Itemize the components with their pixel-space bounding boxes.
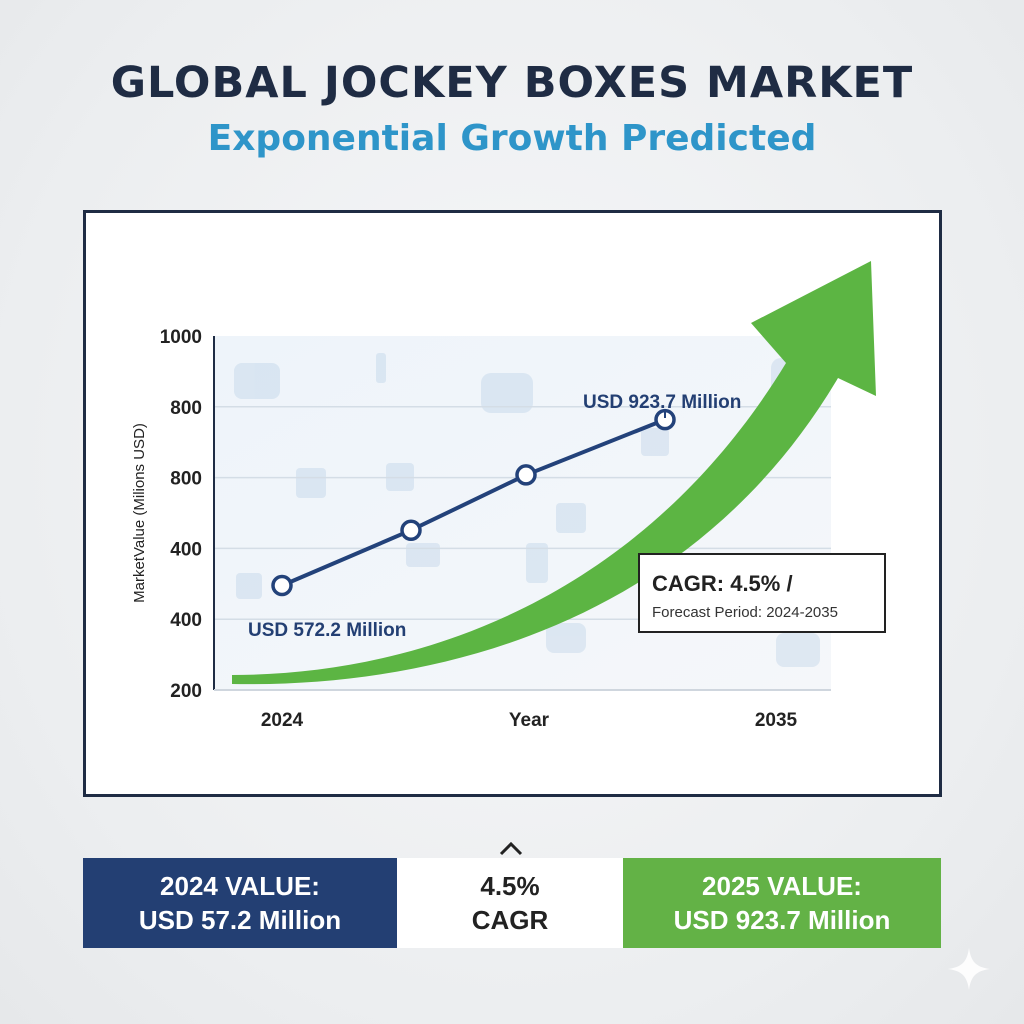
stat-2024-label: 2024 VALUE:	[160, 871, 320, 901]
x-tick-label: 2024	[261, 710, 304, 731]
end-value-label: USD 923.7 Million	[583, 392, 741, 413]
data-point	[271, 574, 293, 597]
chart-frame: 1000 800 800 400 400 200 2024 Year 2035 MarketV…	[83, 210, 942, 797]
series-line	[271, 408, 676, 597]
stat-cagr-label: CAGR	[471, 905, 549, 935]
y-tick-labels: 1000 800 800 400 400 200	[160, 327, 202, 702]
stat-cagr: 4.5% CAGR	[397, 858, 623, 948]
cagr-subtitle: Forecast Period: 2024-2035	[652, 604, 838, 621]
x-tick-labels: 2024 Year 2035	[261, 710, 798, 731]
sparkle-icon	[948, 948, 990, 990]
x-axis-title: Year	[509, 710, 550, 731]
y-tick-label: 400	[170, 610, 202, 631]
stat-2025-label: 2025 VALUE:	[702, 871, 862, 901]
cagr-box	[638, 553, 886, 633]
cagr-title: CAGR: 4.5% /	[652, 571, 793, 596]
y-tick-label: 400	[170, 539, 202, 560]
stat-2025-amount: USD 923.7 Million	[673, 905, 891, 935]
stat-2024-amount: USD 57.2 Million	[138, 905, 342, 935]
stat-2024-value: 2024 VALUE: USD 57.2 Million	[83, 858, 397, 948]
line-chart: 1000 800 800 400 400 200 2024 Year 2035 MarketV…	[131, 261, 886, 731]
y-tick-label: 1000	[160, 327, 202, 348]
chevron-up-icon	[499, 841, 523, 856]
series-path	[281, 417, 666, 588]
data-point	[654, 408, 676, 431]
start-value-label: USD 572.2 Million	[248, 620, 406, 641]
y-tick-label: 800	[170, 469, 202, 490]
growth-arrow	[232, 261, 876, 685]
y-tick-label: 800	[170, 398, 202, 419]
data-point	[400, 519, 422, 541]
summary-stats-bar: 2024 VALUE: USD 57.2 Million 4.5% CAGR 2…	[83, 858, 941, 948]
chart-subtitle: Exponential Growth Predicted	[207, 118, 817, 159]
stat-cagr-value: 4.5%	[480, 871, 540, 901]
chart-title: GLOBAL JOCKEY BOXES MARKET	[110, 58, 914, 108]
y-axis-title: MarketValue (Milions USD)	[131, 423, 148, 603]
stat-2025-value: 2025 VALUE: USD 923.7 Million	[623, 858, 941, 948]
x-tick-label: 2035	[755, 710, 798, 731]
keg-watermark-icons	[234, 353, 820, 667]
y-tick-label: 200	[170, 681, 202, 702]
data-point	[515, 464, 537, 486]
